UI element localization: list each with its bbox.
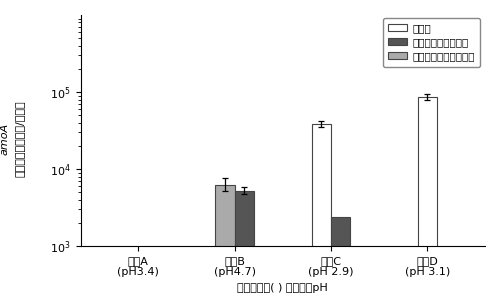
Bar xyxy=(418,97,437,308)
Legend: 分離菌, アンモニア酸化細菌, アンモニア酸化古細菌: 分離菌, アンモニア酸化細菌, アンモニア酸化古細菌 xyxy=(383,18,480,67)
Bar xyxy=(312,124,331,308)
Bar xyxy=(331,217,350,308)
X-axis label: 茶園土壌、( ) 内は土壎pH: 茶園土壌、( ) 内は土壎pH xyxy=(238,283,328,293)
Text: amoA: amoA xyxy=(0,123,10,155)
Bar xyxy=(234,191,254,308)
Text: 転写産物（コピー/乾土）: 転写産物（コピー/乾土） xyxy=(15,100,25,177)
Bar xyxy=(216,185,234,308)
